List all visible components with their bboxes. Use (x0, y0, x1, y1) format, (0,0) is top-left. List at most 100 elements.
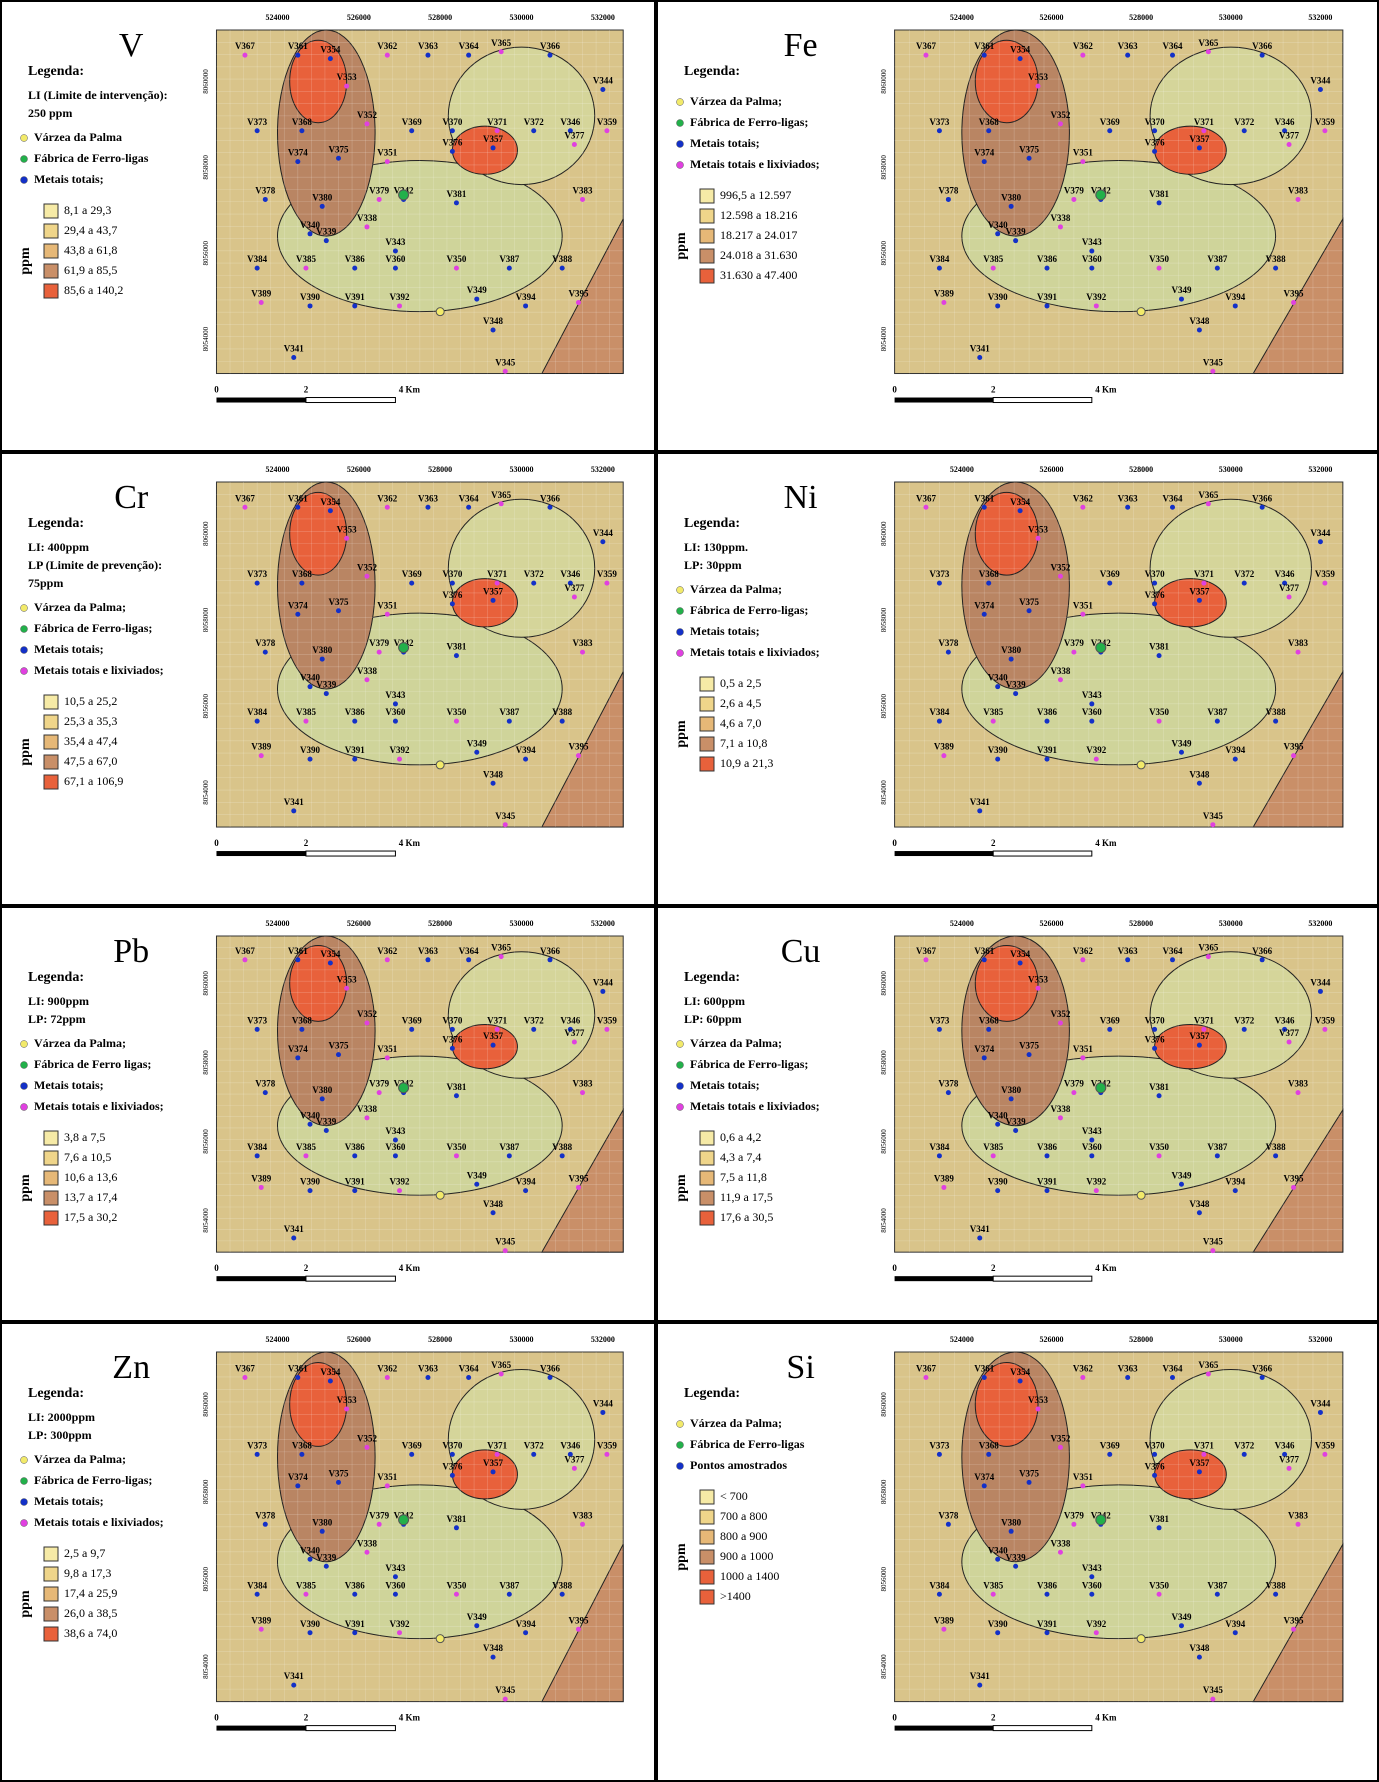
sample-label: V371 (487, 1015, 507, 1025)
sample-label: V374 (974, 600, 994, 610)
sample-label: V359 (597, 1015, 617, 1025)
sample-point (990, 718, 996, 724)
class-swatch (699, 756, 715, 772)
factory-marker (398, 1082, 410, 1094)
sample-point (936, 265, 942, 271)
sample-point (1295, 1521, 1301, 1527)
sample-label: V363 (1118, 493, 1138, 503)
scale-bar (216, 397, 306, 403)
sample-label: V353 (337, 72, 357, 82)
sample-point (1152, 601, 1158, 607)
sample-label: V374 (288, 148, 308, 158)
sample-label: V339 (1006, 680, 1026, 690)
y-coordinate: 8056000 (202, 241, 210, 266)
sample-label: V388 (552, 1142, 572, 1152)
map-area (894, 29, 1344, 375)
sample-label: V354 (1010, 1367, 1030, 1377)
sample-point (1057, 1020, 1063, 1026)
sample-point (1156, 1153, 1162, 1159)
sample-label: V345 (1203, 1237, 1223, 1247)
zone (1252, 1108, 1344, 1253)
sample-point (1080, 957, 1086, 963)
x-coordinate: 532000 (591, 919, 615, 928)
legend-item: Metais totais e lixiviados; (34, 1515, 164, 1529)
sample-point (258, 1626, 264, 1632)
sample-point (335, 608, 341, 614)
legend-title: Legenda: (28, 1386, 84, 1401)
sample-label: V352 (1050, 562, 1070, 572)
sample-label: V362 (1073, 946, 1093, 956)
sample-point (1282, 128, 1288, 134)
sample-point (1080, 52, 1086, 58)
legend-symbol (20, 1456, 28, 1464)
sample-point (571, 1465, 577, 1471)
sample-point (1322, 1451, 1328, 1457)
sample-point (600, 539, 606, 545)
class-swatch (699, 696, 715, 712)
sample-label: V394 (516, 1177, 536, 1187)
unit-label: ppm (18, 1590, 33, 1618)
sample-point (1152, 1026, 1158, 1032)
x-coordinate: 526000 (1039, 919, 1063, 928)
sample-point (364, 1020, 370, 1026)
sample-label: V353 (337, 974, 357, 984)
sample-point (323, 238, 329, 244)
scale-bar (894, 397, 994, 403)
sample-point (295, 504, 301, 510)
sample-point (1044, 265, 1050, 271)
sample-point (498, 501, 504, 507)
sample-label: V383 (1288, 186, 1308, 196)
map-area (894, 1351, 1344, 1703)
sample-point (1201, 580, 1207, 586)
class-label: 4,3 a 7,4 (720, 1150, 761, 1164)
sample-point (352, 1188, 358, 1194)
sample-label: V380 (312, 645, 332, 655)
sample-point (262, 1090, 268, 1096)
sample-point (490, 597, 496, 603)
scale-bar (992, 397, 1093, 404)
sample-point (1152, 1045, 1158, 1051)
zone (540, 1108, 624, 1253)
legend-note: LI: 400ppm (28, 540, 89, 554)
sample-point (1026, 1479, 1032, 1485)
class-label: 61,9 a 85,5 (64, 263, 117, 277)
x-coordinate: 530000 (1219, 1335, 1243, 1344)
sample-label: V366 (540, 1364, 560, 1374)
legend-symbol (676, 1103, 684, 1111)
sample-point (392, 1153, 398, 1159)
sample-point (981, 611, 987, 617)
sample-label: V364 (1163, 1364, 1183, 1374)
sample-point (936, 1153, 942, 1159)
x-coordinate: 532000 (1308, 13, 1332, 22)
sample-point (941, 1626, 947, 1632)
class-label: 85,6 a 140,2 (64, 283, 123, 297)
sample-label: V377 (1279, 1454, 1299, 1464)
sample-label: V359 (597, 569, 617, 579)
sample-point (242, 957, 248, 963)
sample-label: V385 (983, 254, 1003, 264)
legend-item: Metais totais e lixiviados; (34, 1099, 164, 1113)
legend-symbol (676, 1441, 684, 1449)
sample-label: V368 (979, 117, 999, 127)
sample-label: V371 (1194, 569, 1214, 579)
sample-point (986, 1026, 992, 1032)
sample-point (490, 1654, 496, 1660)
sample-point (502, 368, 508, 374)
legend-item: Pontos amostrados (690, 1458, 787, 1472)
sample-point (1089, 1574, 1095, 1580)
legend-symbol (20, 667, 28, 675)
sample-point (307, 303, 313, 309)
sample-point (335, 1052, 341, 1058)
sample-point (494, 1026, 500, 1032)
sample-point (384, 504, 390, 510)
sample-point (319, 1528, 325, 1534)
sample-point (981, 52, 987, 58)
sample-label: V380 (312, 1517, 332, 1527)
legend-item: Metais totais; (690, 136, 760, 150)
scale-bar (305, 1275, 396, 1282)
y-coordinate: 8056000 (202, 1566, 210, 1591)
sample-label: V352 (357, 110, 377, 120)
class-label: 10,6 a 13,6 (64, 1170, 117, 1184)
legend-item: Várzea da Palma; (34, 1036, 126, 1050)
zone (974, 944, 1039, 1022)
